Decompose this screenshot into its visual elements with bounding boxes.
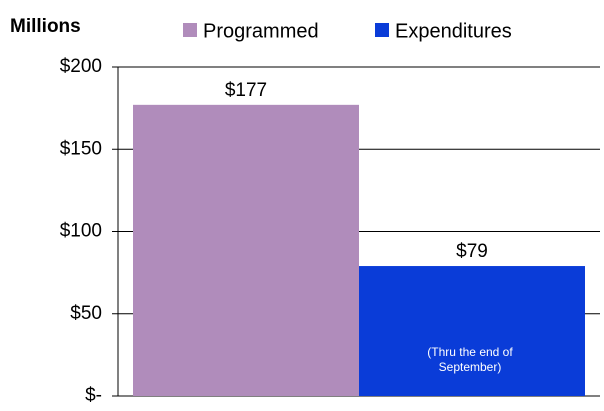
legend-swatch	[183, 23, 197, 37]
bar	[359, 266, 585, 396]
value-label: $177	[225, 80, 267, 101]
legend-label: Expenditures	[395, 20, 512, 42]
value-label: $79	[456, 241, 488, 262]
bar	[133, 104, 359, 397]
chart-title: Millions	[10, 16, 81, 37]
legend-label: Programmed	[203, 20, 319, 42]
annotation: (Thru the end of September)	[427, 345, 513, 374]
y-tick-label: $150	[60, 138, 102, 159]
y-tick-label: $-	[85, 385, 102, 406]
legend-swatch	[375, 23, 389, 37]
y-tick-label: $50	[70, 303, 102, 324]
y-tick-label: $100	[60, 221, 102, 242]
y-tick-label: $200	[60, 56, 102, 77]
